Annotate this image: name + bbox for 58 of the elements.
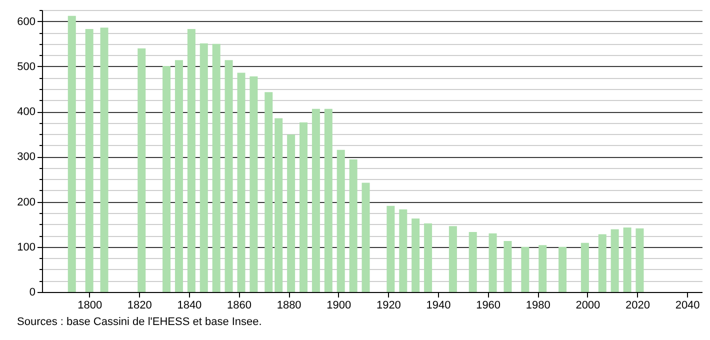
bar — [264, 92, 273, 292]
bar — [187, 28, 196, 292]
y-tick-label: 200 — [17, 196, 36, 208]
x-tick-label: 2040 — [675, 300, 700, 312]
bar — [399, 209, 408, 292]
bar — [212, 44, 220, 292]
bar — [424, 223, 432, 292]
bar — [349, 159, 358, 292]
x-tick-label: 1800 — [78, 300, 102, 312]
bar — [162, 66, 171, 292]
x-tick-label: 1820 — [127, 300, 152, 312]
bar — [448, 226, 457, 292]
bar — [200, 43, 208, 292]
bar — [386, 206, 395, 292]
bar — [300, 122, 308, 292]
bar — [85, 28, 94, 292]
bar — [287, 134, 296, 292]
bar — [237, 72, 246, 292]
bar — [336, 150, 345, 292]
y-tick-label: 600 — [17, 16, 36, 28]
bar — [274, 118, 283, 292]
y-tick-label: 0 — [29, 286, 36, 298]
x-tick-label: 1840 — [177, 300, 202, 312]
bar — [362, 182, 370, 292]
bar — [68, 16, 76, 292]
x-tick-label: 1900 — [326, 300, 352, 312]
bar — [610, 229, 619, 292]
bar — [521, 246, 530, 292]
y-tick-label: 300 — [17, 151, 36, 164]
bar — [412, 218, 420, 292]
bar — [488, 233, 497, 292]
x-tick-label: 1880 — [276, 300, 302, 312]
bar — [468, 232, 477, 292]
x-tick-label: 2020 — [626, 300, 650, 312]
y-tick-label: 100 — [17, 241, 36, 254]
x-tick-label: 1940 — [426, 300, 451, 312]
y-tick-label: 400 — [17, 106, 36, 118]
bar — [538, 245, 547, 292]
y-tick-label: 500 — [17, 60, 36, 73]
bar — [623, 227, 632, 292]
bar — [250, 76, 258, 292]
x-tick-label: 1980 — [526, 300, 550, 312]
x-tick-label: 1960 — [476, 300, 501, 312]
x-tick-label: 2000 — [576, 300, 600, 312]
bar — [224, 60, 233, 292]
bar — [636, 228, 644, 292]
x-tick-label: 1860 — [227, 300, 252, 312]
bar — [100, 28, 108, 292]
bar — [580, 242, 589, 292]
bar — [598, 234, 606, 292]
bar — [558, 246, 567, 292]
bar — [312, 108, 320, 292]
x-tick-label: 1920 — [376, 300, 401, 312]
bar — [174, 60, 183, 292]
source-note: Sources : base Cassini de l'EHESS et base Insee. — [17, 316, 262, 328]
bar — [504, 241, 512, 292]
bar — [324, 108, 332, 292]
bar — [138, 48, 146, 292]
